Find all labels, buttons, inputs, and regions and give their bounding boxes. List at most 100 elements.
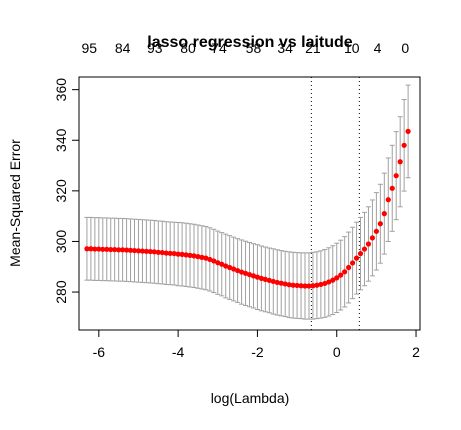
data-point [254,274,261,280]
x-tick-label: 0 [333,344,341,360]
data-point [266,277,272,284]
data-point [207,256,213,263]
data-points [84,128,411,289]
data-point [365,241,372,247]
data-point [346,264,352,271]
data-point [191,253,197,259]
data-point [322,280,328,287]
data-point [393,173,399,179]
data-point [84,246,90,252]
data-point [242,270,249,276]
top-axis-label: 58 [246,40,262,56]
y-tick-label: 300 [53,230,69,254]
data-point [282,281,288,287]
top-axis-label: 80 [180,40,196,56]
data-point [100,246,106,252]
data-point [151,249,157,255]
data-point [349,260,356,266]
data-point [405,128,411,134]
data-point [270,278,276,285]
data-point [96,246,102,252]
x-axis-label: log(Lambda) [211,390,290,406]
data-point [369,235,376,241]
data-point [199,254,205,260]
data-point [108,246,114,253]
data-point [195,254,201,260]
x-tick-label: -6 [93,344,106,360]
data-point [116,247,122,253]
data-point [294,282,300,289]
data-point [385,197,391,203]
top-axis-label: 4 [374,40,382,56]
top-axis-label: 10 [344,40,360,56]
y-tick-label: 280 [53,280,69,304]
data-point [373,228,379,234]
top-axis-label: 74 [211,40,227,56]
x-axis: -6 -4 -2 0 2 [93,329,420,360]
data-point [235,267,241,274]
data-point [318,281,324,288]
y-tick-label: 340 [53,128,69,152]
data-point [250,273,257,279]
data-point [203,255,209,261]
data-point [238,269,245,275]
data-point [314,282,320,288]
data-point [401,142,407,148]
data-point [330,277,336,283]
data-point [326,279,332,285]
top-axis-label: 93 [147,40,163,56]
data-point [258,275,264,281]
data-point [139,248,146,254]
data-point [120,247,126,253]
data-point [92,246,98,252]
data-point [131,247,138,254]
x-tick-label: -2 [251,344,264,360]
data-point [143,248,150,254]
y-tick-label: 360 [53,78,69,102]
data-point [353,255,360,261]
data-point [357,250,364,257]
top-axis: 95 84 93 80 74 58 34 21 10 4 0 [82,40,410,56]
top-axis-label: 0 [401,40,409,56]
data-point [361,246,368,252]
data-point [246,271,253,278]
data-point [135,248,142,254]
top-axis-label: 95 [82,40,98,56]
data-point [377,221,383,227]
data-point [215,260,221,266]
data-point [389,185,395,191]
data-point [123,247,130,253]
data-point [171,250,177,257]
y-axis-label: Mean-Squared Error [7,139,23,267]
data-point [381,211,387,217]
data-point [147,248,153,255]
data-point [227,264,233,271]
data-point [127,247,134,253]
data-point [286,282,292,288]
data-point [298,283,304,289]
data-point [334,275,340,281]
data-point [310,283,316,289]
data-point [183,252,189,258]
data-point [302,283,308,289]
data-point [278,280,284,286]
data-point [167,250,173,256]
data-point [104,246,110,252]
data-point [179,251,185,257]
data-point [306,283,312,289]
data-point [338,272,344,278]
data-point [274,279,280,286]
data-point [175,251,181,257]
data-point [211,258,217,264]
data-point [231,266,237,272]
y-axis: 280 300 320 340 360 [53,78,80,304]
data-point [290,282,296,288]
data-point [223,263,229,269]
data-point [219,261,225,267]
data-point [112,246,118,253]
data-point [159,249,165,256]
data-point [155,249,161,255]
top-axis-label: 84 [115,40,131,56]
data-point [342,269,348,275]
x-tick-label: -4 [172,344,185,360]
